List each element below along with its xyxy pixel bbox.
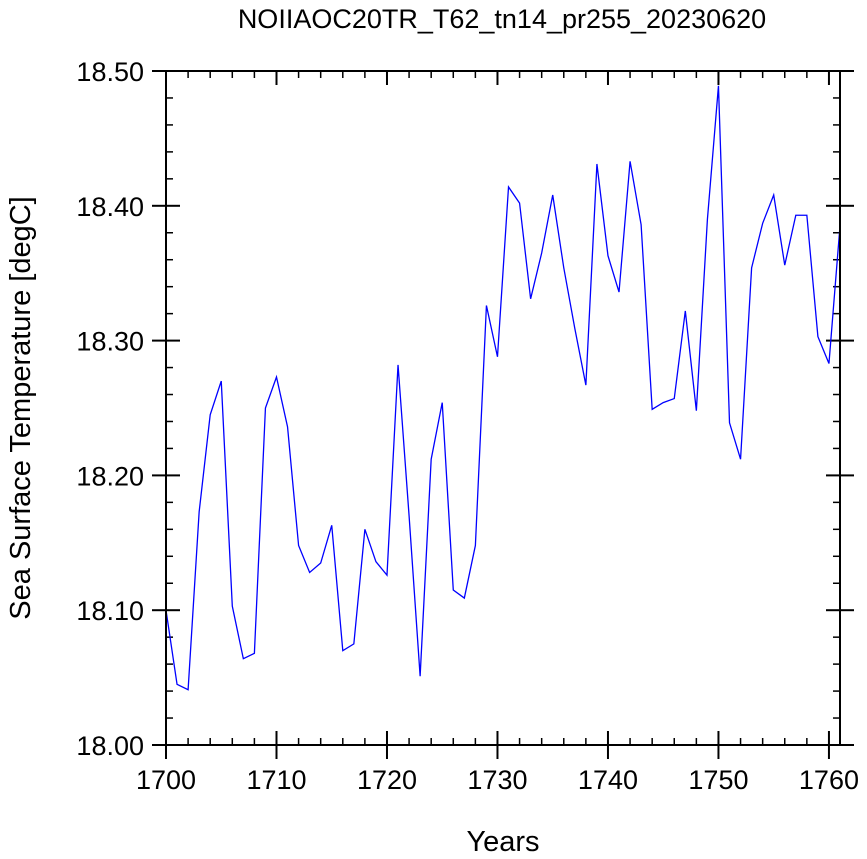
x-tick-label: 1730 (467, 765, 527, 795)
tick-labels: 1700 1710 1720 1730 1740 1750 1760 18.00 18.10 18… (76, 57, 859, 795)
x-tick-label: 1710 (246, 765, 306, 795)
x-tick-label: 1760 (799, 765, 859, 795)
y-axis-label: Sea Surface Temperature [degC] (5, 196, 37, 619)
x-tick-label: 1720 (357, 765, 417, 795)
x-tick-label: 1700 (136, 765, 196, 795)
x-tick-label: 1740 (578, 765, 638, 795)
y-tick-label: 18.20 (76, 461, 144, 491)
y-tick-label: 18.50 (76, 57, 144, 87)
y-tick-label: 18.10 (76, 596, 144, 626)
plot-frame (165, 70, 841, 746)
chart-title: NOIIAOC20TR_T62_tn14_pr255_20230620 (238, 4, 766, 34)
x-tick-label: 1750 (688, 765, 748, 795)
axis-ticks (152, 70, 854, 759)
y-tick-label: 18.00 (76, 731, 144, 761)
series-line (165, 85, 841, 691)
x-axis-label: Years (466, 826, 539, 858)
y-tick-label: 18.40 (76, 192, 144, 222)
y-tick-label: 18.30 (76, 327, 144, 357)
